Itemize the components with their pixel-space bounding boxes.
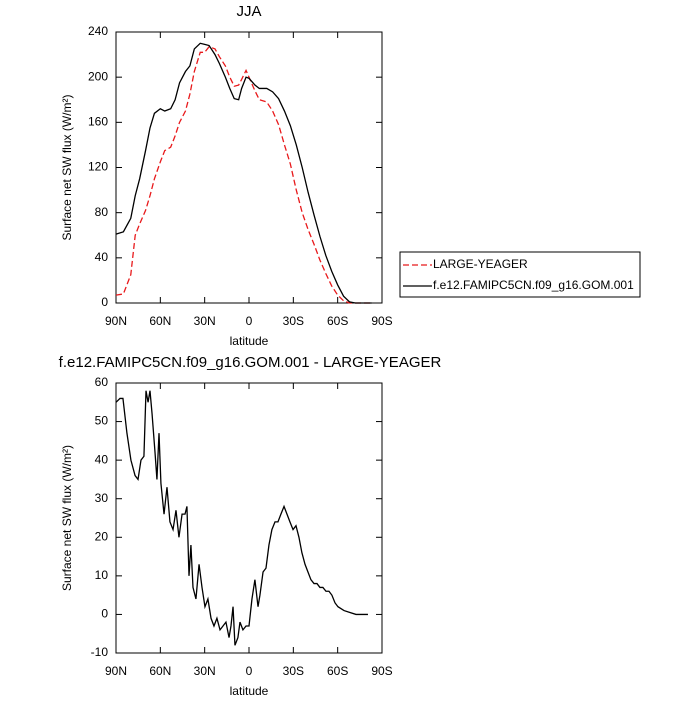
x-tick-label: 90N	[105, 314, 127, 328]
x-tick-label: 90S	[371, 314, 392, 328]
series-line	[115, 42, 372, 304]
x-tick-label: 30S	[283, 314, 304, 328]
x-tick-label: 60S	[327, 664, 348, 678]
x-tick-label: 90S	[371, 664, 392, 678]
y-tick-label: 40	[95, 452, 109, 466]
y-tick-label: 240	[88, 24, 108, 38]
y-tick-label: 160	[88, 115, 108, 129]
legend-label: f.e12.FAMIPC5CN.f09_g16.GOM.001	[433, 278, 634, 292]
x-tick-label: 30S	[283, 664, 304, 678]
y-tick-label: -10	[91, 645, 109, 659]
chart-title: JJA	[236, 3, 261, 20]
y-tick-label: 0	[101, 295, 108, 309]
chart-title: f.e12.FAMIPC5CN.f09_g16.GOM.001 - LARGE-…	[59, 354, 442, 371]
y-tick-label: 10	[95, 568, 109, 582]
series-line	[115, 390, 368, 646]
y-tick-label: 30	[95, 491, 109, 505]
y-tick-label: 60	[95, 375, 109, 389]
legend-label: LARGE-YEAGER	[433, 257, 528, 271]
y-tick-label: 80	[95, 205, 109, 219]
x-tick-label: 60N	[149, 314, 171, 328]
y-tick-label: 20	[95, 529, 109, 543]
y-tick-label: 0	[101, 607, 108, 621]
y-tick-label: 50	[95, 414, 109, 428]
y-axis-label: Surface net SW flux (W/m²)	[60, 445, 74, 591]
x-axis-label: latitude	[230, 684, 269, 698]
y-tick-label: 120	[88, 160, 108, 174]
y-tick-label: 200	[88, 69, 108, 83]
x-tick-label: 30N	[194, 314, 216, 328]
series-line	[115, 45, 372, 304]
x-tick-label: 30N	[194, 664, 216, 678]
x-tick-label: 60S	[327, 314, 348, 328]
x-tick-label: 0	[246, 664, 253, 678]
y-tick-label: 40	[95, 250, 109, 264]
plot-frame	[115, 31, 383, 304]
x-tick-label: 0	[246, 314, 253, 328]
x-tick-label: 90N	[105, 664, 127, 678]
x-tick-label: 60N	[149, 664, 171, 678]
x-axis-label: latitude	[230, 334, 269, 348]
legend-box	[399, 251, 641, 298]
y-axis-label: Surface net SW flux (W/m²)	[60, 94, 74, 240]
plot-frame	[115, 382, 383, 654]
